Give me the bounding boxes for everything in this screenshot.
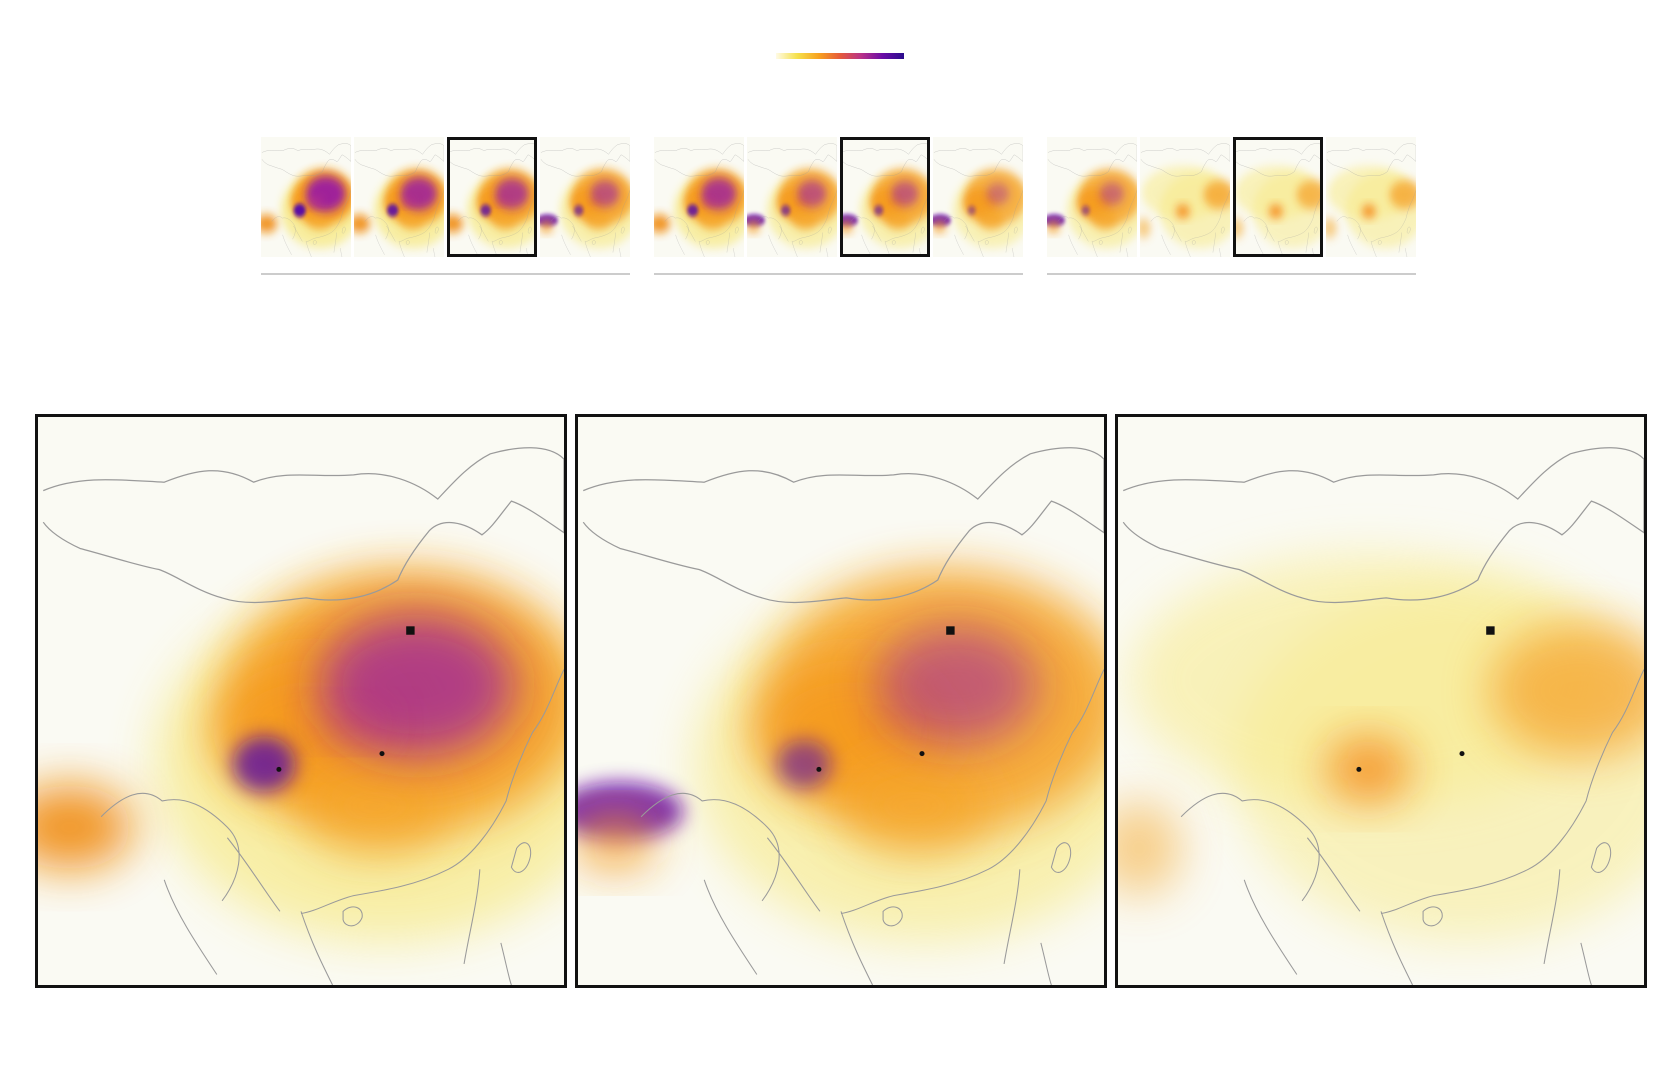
map-panel-3 [1115,414,1647,988]
group-divider [261,273,630,275]
map-thumbnail[interactable] [1326,137,1416,257]
city-marker-square [406,626,415,635]
map-thumbnail[interactable] [540,137,630,257]
city-marker-square [946,626,955,635]
thumbnail-group-1 [261,137,630,275]
map-thumbnail[interactable] [933,137,1023,257]
map-thumbnail[interactable] [654,137,744,257]
map-thumbnail[interactable] [354,137,444,257]
map-thumbnail-selected[interactable] [840,137,930,257]
group-divider [1047,273,1416,275]
city-marker-dot [1356,766,1362,772]
map-thumbnail-selected[interactable] [447,137,537,257]
city-marker-dot [1459,751,1465,757]
map-thumbnail[interactable] [1047,137,1137,257]
map-thumbnail-selected[interactable] [1233,137,1323,257]
colorbar-legend [776,53,904,59]
city-marker-dot [816,766,822,772]
group-divider [654,273,1023,275]
map-panel-1 [35,414,567,988]
map-thumbnail[interactable] [1140,137,1230,257]
map-thumbnail[interactable] [261,137,351,257]
map-thumbnail[interactable] [747,137,837,257]
city-marker-dot [379,751,385,757]
thumbnail-group-2 [654,137,1023,275]
city-marker-dot [276,766,282,772]
city-marker-square [1486,626,1495,635]
city-marker-dot [919,751,925,757]
map-panel-2 [575,414,1107,988]
thumbnail-group-3 [1047,137,1416,275]
